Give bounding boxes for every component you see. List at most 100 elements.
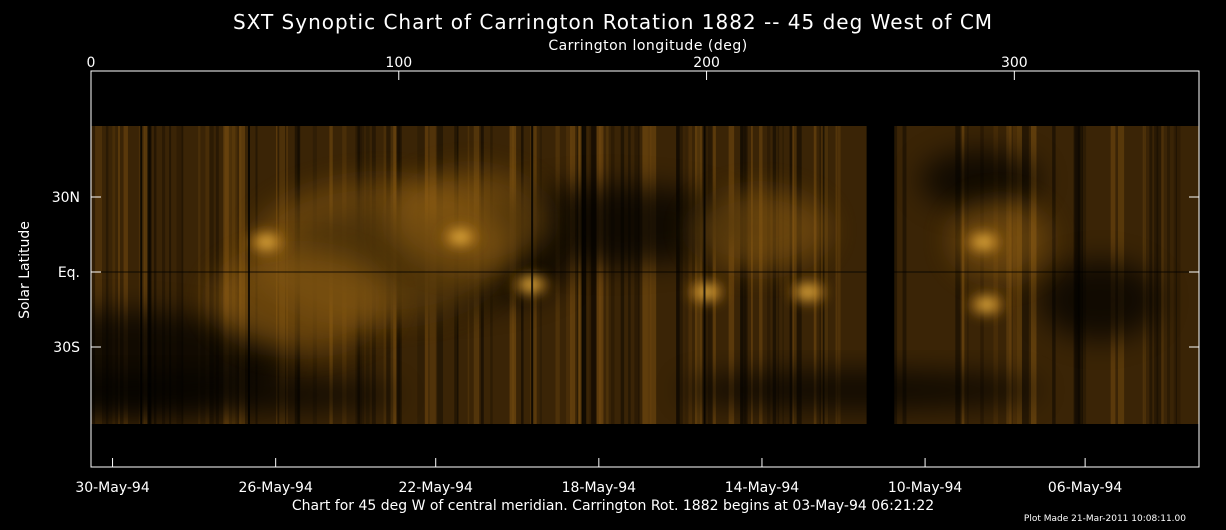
active-region [438,223,483,251]
solar-latitude-longitude-map [91,126,1199,424]
map-streak [578,126,581,424]
data-dropout-line [140,126,143,424]
y-tick-label: Eq. [58,265,80,281]
map-streak [628,126,631,424]
chart-title: SXT Synoptic Chart of Carrington Rotatio… [232,10,994,34]
data-dropout-line [247,126,250,424]
x-bottom-date-label: 14-May-94 [725,480,800,496]
map-streak [813,126,818,424]
map-streak [205,126,210,424]
map-streak [591,126,597,424]
map-streak [707,126,712,424]
x-bottom-date-label: 18-May-94 [562,480,637,496]
x-top-tick-label: 0 [87,55,96,71]
map-streak [750,126,753,424]
map-streak [598,126,606,424]
y-tick-label: 30N [52,190,80,206]
map-streak [1175,126,1177,424]
map-streak [620,126,625,424]
plot-frame [90,70,1200,468]
coronal-hole [680,370,1040,410]
map-streak [176,126,183,424]
diffuse-emission [210,250,390,350]
map-streak [606,126,609,424]
map-streak [570,126,576,424]
map-streak [578,126,582,424]
map-streak [582,126,587,424]
map-streak [1022,126,1029,424]
map-streak [902,126,907,424]
map-streak [603,126,606,424]
map-streak [581,126,587,424]
x-top-tick-label: 300 [1001,55,1028,71]
map-streak [791,126,794,424]
map-streak [961,126,965,424]
x-bottom-date-label: 22-May-94 [398,480,473,496]
map-streak [694,126,702,424]
chart-caption: Chart for 45 deg W of central meridian. … [291,498,935,514]
map-streak [1154,126,1159,424]
coronal-hole [91,375,400,415]
diffuse-emission [390,170,550,270]
map-streak [793,126,797,424]
map-streak [835,126,838,424]
map-streak [1030,126,1037,424]
plot-made-stamp: Plot Made 21-Mar-2011 10:08:11.00 [1023,514,1186,524]
map-streak [686,126,693,424]
map-streak [105,126,109,424]
map-streak [744,126,748,424]
map-streak [837,126,841,424]
map-streak [638,126,640,424]
map-streak [610,126,615,424]
x-axis-top-label: Carrington longitude (deg) [548,38,748,54]
map-streak [1156,126,1162,424]
map-streak [740,126,744,424]
map-streak [824,126,829,424]
active-region [244,228,289,256]
map-streak [1161,126,1168,424]
map-streak [816,126,818,424]
x-bottom-date-label: 30-May-94 [75,480,150,496]
map-streak [789,126,793,424]
map-streak [697,126,701,424]
map-streak [1163,126,1171,424]
map-streak [685,126,689,424]
data-gap [866,126,895,424]
active-region [964,290,1009,319]
x-top-tick-label: 100 [385,55,412,71]
map-streak [118,126,120,424]
map-streak [676,126,683,424]
map-streak [767,126,771,424]
y-tick-label: 30S [53,340,80,356]
active-region [684,278,729,306]
map-streak [819,126,821,424]
map-streak [198,126,201,424]
map-streak [153,126,157,424]
map-streak [181,126,184,424]
map-streak [147,126,151,424]
map-streak [577,126,584,424]
map-streak [95,126,103,424]
map-streak [148,126,152,424]
data-dropout-line [531,126,534,424]
map-streak [759,126,763,424]
x-bottom-date-label: 06-May-94 [1048,480,1123,496]
map-streak [596,126,603,424]
map-streak [772,126,777,424]
active-region [961,228,1006,256]
map-streak [966,126,969,424]
map-streak [740,126,746,424]
map-streak [782,126,784,424]
map-streak [112,126,116,424]
map-streak [796,126,802,424]
map-streak [647,126,652,424]
map-streak [894,126,898,424]
data-dropout-line [703,126,706,424]
map-streak [215,126,219,424]
map-streak [650,126,657,424]
map-streak [955,126,961,424]
map-streak [821,126,823,424]
map-streak [589,126,596,424]
map-streak [1173,126,1181,424]
